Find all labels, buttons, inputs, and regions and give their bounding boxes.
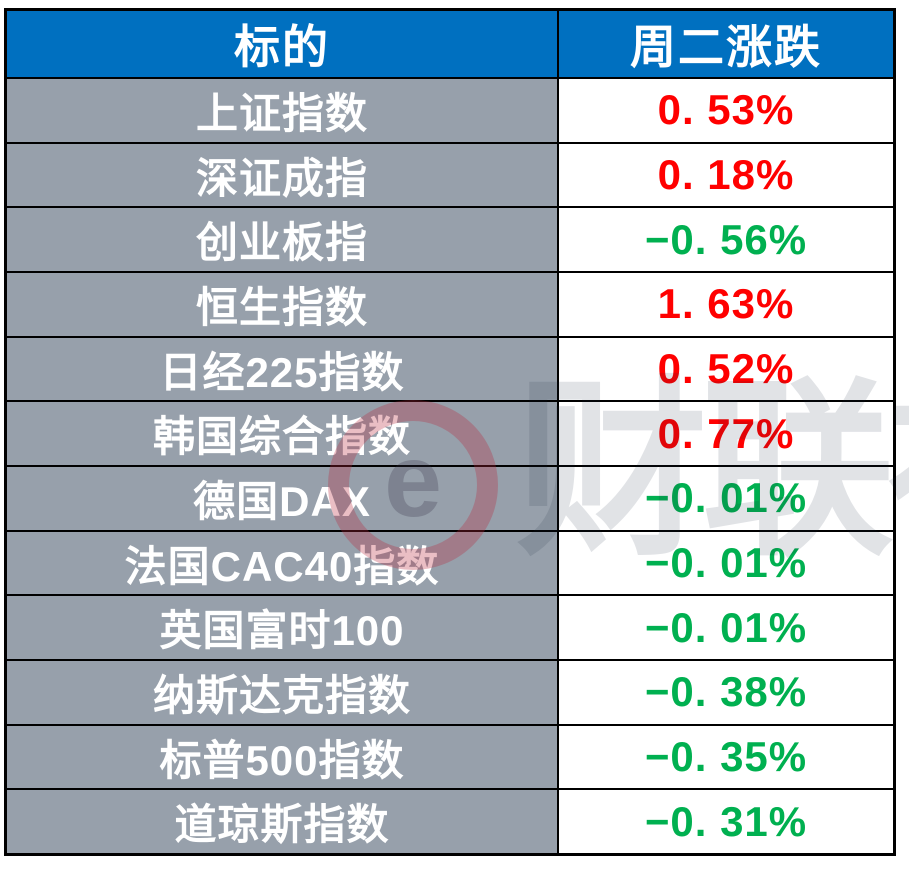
index-name-cell: 创业板指 xyxy=(7,208,559,272)
table-row: 恒生指数 1. 63% xyxy=(7,273,893,338)
change-value-cell: 0. 52% xyxy=(559,337,893,401)
table-row: 德国DAX −0. 01% xyxy=(7,467,893,532)
change-value-cell: −0. 01% xyxy=(559,596,893,660)
table-row: 创业板指 −0. 56% xyxy=(7,208,893,274)
table-row: 法国CAC40指数 −0. 01% xyxy=(7,531,893,597)
table-row: 英国富时100 −0. 01% xyxy=(7,596,893,662)
table-row: 道琼斯指数 −0. 31% xyxy=(7,790,893,854)
change-value-cell: −0. 38% xyxy=(559,661,893,724)
change-value-cell: −0. 01% xyxy=(559,467,893,530)
change-value-cell: 0. 77% xyxy=(559,402,893,466)
index-name-cell: 道琼斯指数 xyxy=(7,790,559,854)
index-change-table: 标的 周二涨跌 上证指数 0. 53% 深证成指 0. 18% 创业板指 −0.… xyxy=(4,8,896,856)
change-value-cell: −0. 56% xyxy=(559,208,893,272)
index-name-cell: 法国CAC40指数 xyxy=(7,531,559,595)
change-value-cell: 0. 53% xyxy=(559,79,893,142)
index-name-cell: 韩国综合指数 xyxy=(7,402,559,466)
index-name-cell: 深证成指 xyxy=(7,143,559,207)
table-header-row: 标的 周二涨跌 xyxy=(7,11,893,79)
index-name-cell: 纳斯达克指数 xyxy=(7,661,559,724)
index-name-cell: 德国DAX xyxy=(7,467,559,530)
header-change-cell: 周二涨跌 xyxy=(559,11,893,77)
change-value-cell: −0. 01% xyxy=(559,531,893,595)
table-row: 韩国综合指数 0. 77% xyxy=(7,402,893,468)
index-name-cell: 上证指数 xyxy=(7,79,559,142)
index-name-cell: 标普500指数 xyxy=(7,725,559,789)
change-value-cell: −0. 31% xyxy=(559,790,893,854)
change-value-cell: 1. 63% xyxy=(559,273,893,336)
table-row: 标普500指数 −0. 35% xyxy=(7,725,893,791)
index-name-cell: 恒生指数 xyxy=(7,273,559,336)
change-value-cell: 0. 18% xyxy=(559,143,893,207)
change-value-cell: −0. 35% xyxy=(559,725,893,789)
table-row: 日经225指数 0. 52% xyxy=(7,337,893,403)
index-name-cell: 日经225指数 xyxy=(7,337,559,401)
table-row: 深证成指 0. 18% xyxy=(7,143,893,209)
index-name-cell: 英国富时100 xyxy=(7,596,559,660)
table-row: 上证指数 0. 53% xyxy=(7,79,893,144)
table-row: 纳斯达克指数 −0. 38% xyxy=(7,661,893,726)
header-target-cell: 标的 xyxy=(7,11,559,77)
